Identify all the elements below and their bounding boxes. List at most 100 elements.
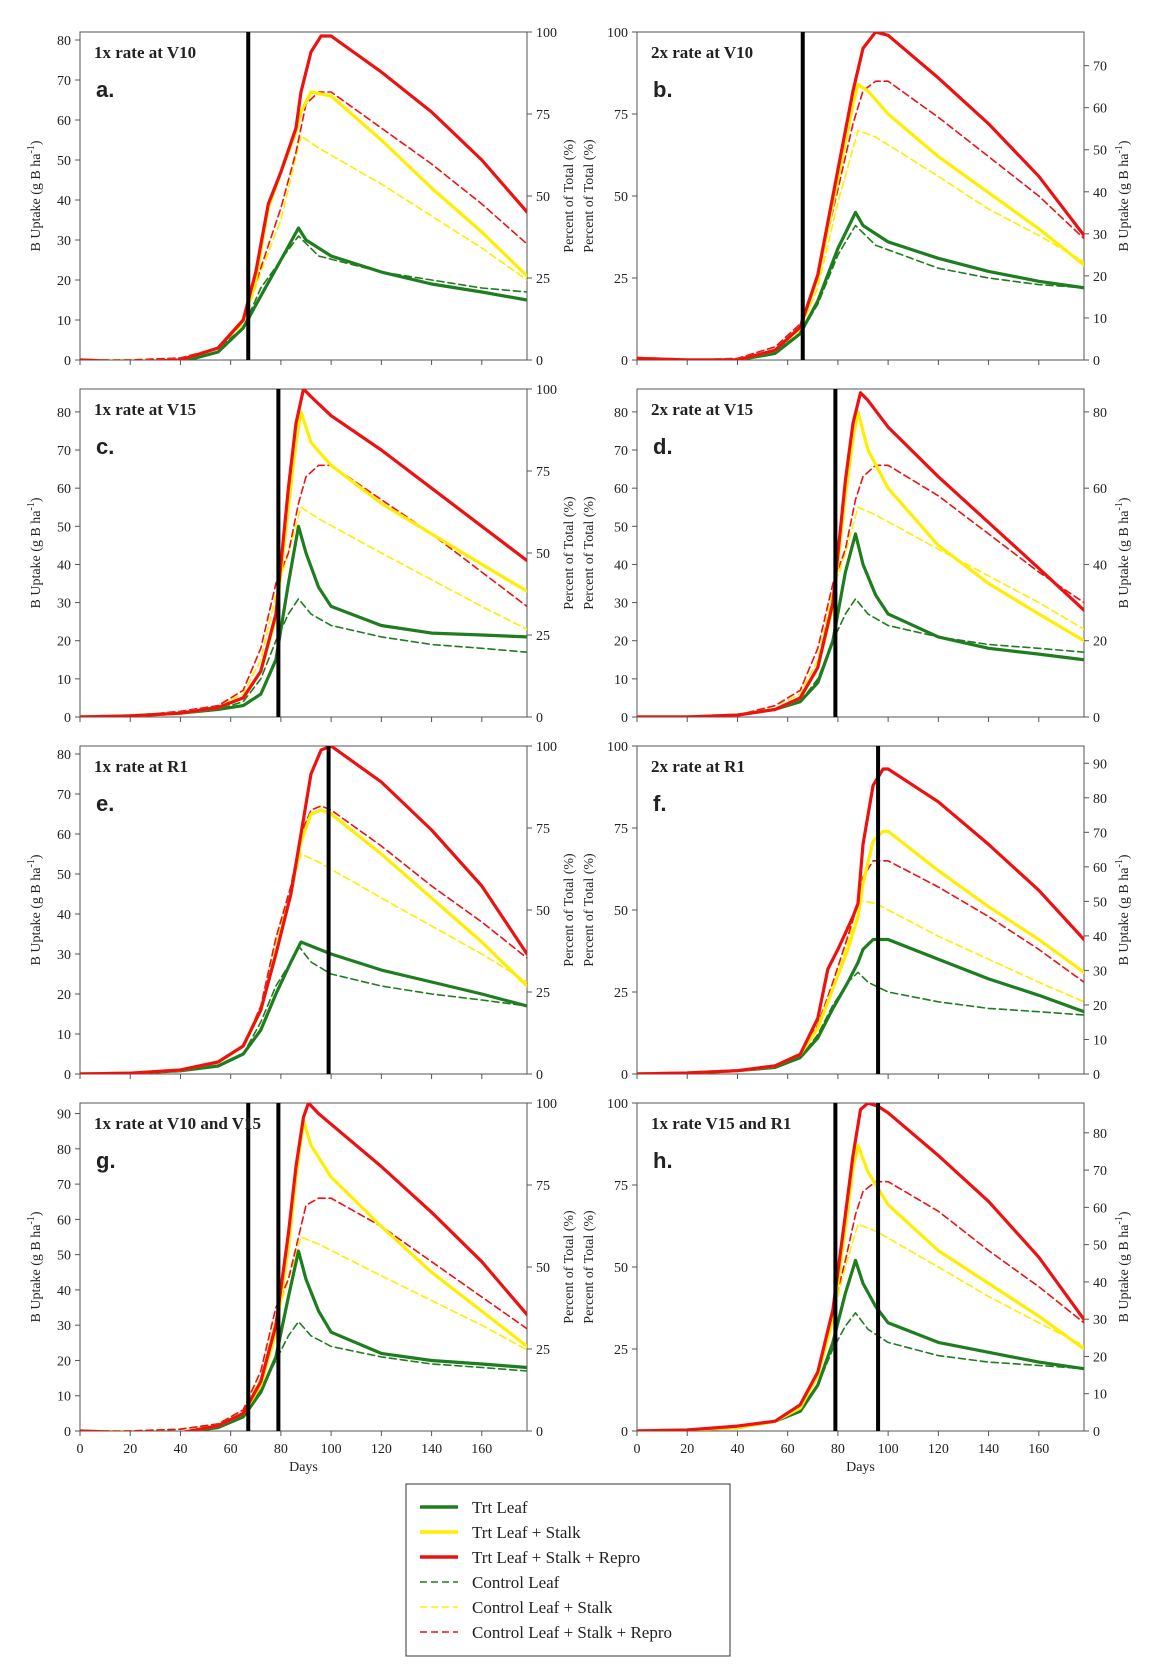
left-tick-label: 80 [57,748,71,763]
left-axis-label-close: ) [29,497,44,502]
series-line-trt-leaf-stalk [80,1119,527,1431]
series-line-trt-leaf [637,1258,1084,1431]
right-axis-label-superscript: -1 [1114,502,1125,510]
left-tick-label: 50 [57,1249,71,1264]
series-line-control-leaf-stalk [80,135,527,360]
panel-letter: b. [653,77,673,102]
left-tick-label: 40 [614,558,628,573]
x-tick-label: 20 [680,1442,694,1457]
left-axis-label: B Uptake (g B ha-1) [26,1211,44,1322]
left-tick-label: 80 [57,34,71,49]
right-tick-label: 75 [536,822,550,837]
left-tick-label: 50 [614,1261,628,1276]
left-tick-label: 10 [57,1028,71,1043]
panel-c: 0 10 20 30 40 50 60 70 80 0 25 50 75 100 B Uptake (g B… [26,383,577,726]
left-tick-label: 100 [607,740,628,755]
right-axis-label-text: B Uptake (g B ha [1117,867,1132,966]
right-tick-label: 30 [1093,964,1107,979]
panel-letter: d. [653,434,673,459]
x-tick-label: 100 [878,1442,899,1457]
x-axis-label: Days [289,1460,318,1475]
x-axis-label: Days [846,1460,875,1475]
right-tick-label: 10 [1093,312,1107,327]
left-tick-label: 40 [57,194,71,209]
right-tick-label: 50 [1093,1239,1107,1254]
left-tick-label: 30 [614,597,628,612]
left-axis-label-superscript: -1 [26,859,37,867]
right-tick-label: 75 [536,1179,550,1194]
series-line-trt-leaf-stalk [80,410,527,717]
right-tick-label: 0 [1093,1068,1100,1083]
series-line-trt-leaf [637,532,1084,717]
legend-item-trt-leaf: Trt Leaf [420,1498,528,1517]
series-line-trt-leaf [80,1249,527,1431]
panel-b: 0 25 50 75 100 0 10 20 30 40 50 60 70 Percent of Tota… [582,26,1132,369]
plot-frame [636,388,1085,718]
left-tick-label: 75 [614,1179,628,1194]
plot-frame [79,745,528,1075]
right-axis-label: Percent of Total (%) [562,853,577,967]
right-tick-label: 0 [536,1425,543,1440]
series-line-control-leaf-stalk-repro [80,1197,527,1431]
right-axis-label-text: B Uptake (g B ha [1117,510,1132,609]
right-tick-label: 70 [1093,1164,1107,1179]
right-tick-label: 60 [1093,482,1107,497]
right-axis-label-superscript: -1 [1114,859,1125,867]
right-tick-label: 60 [1093,861,1107,876]
right-tick-label: 40 [1093,186,1107,201]
legend-item-control-leaf: Control Leaf [420,1573,560,1592]
right-tick-label: 0 [536,711,543,726]
series-line-trt-leaf-stalk-repro [637,32,1084,360]
plot-area [637,391,1084,717]
left-axis-label-text: B Uptake (g B ha [29,867,44,966]
series-line-control-leaf [637,1312,1084,1431]
right-tick-label: 70 [1093,60,1107,75]
right-tick-label: 80 [1093,1127,1107,1142]
left-axis-label-text: Percent of Total (%) [582,853,597,967]
legend-label: Control Leaf + Stalk + Repro [472,1623,672,1642]
right-tick-label: 75 [536,108,550,123]
series-line-control-leaf [80,235,527,360]
left-axis-label: B Uptake (g B ha-1) [26,497,44,608]
right-tick-label: 25 [536,272,550,287]
left-tick-label: 25 [614,986,628,1001]
legend-label: Control Leaf [472,1573,560,1592]
right-axis-label-close: ) [1117,854,1132,859]
x-tick-label: 80 [831,1442,845,1457]
left-tick-label: 70 [57,1178,71,1193]
plot-frame [636,31,1085,361]
panel-a: 0 10 20 30 40 50 60 70 80 0 25 50 75 100 B Uptake (g B… [26,26,577,369]
series-line-control-leaf-stalk-repro [80,805,527,1074]
right-tick-label: 80 [1093,792,1107,807]
left-axis-label-superscript: -1 [26,1216,37,1224]
series-line-trt-leaf-stalk-repro [637,391,1084,717]
left-tick-label: 70 [57,788,71,803]
series-line-trt-leaf-stalk [637,410,1084,717]
legend-item-trt-leaf-stalk-repro: Trt Leaf + Stalk + Repro [420,1548,640,1567]
left-tick-label: 100 [607,26,628,41]
right-tick-label: 50 [1093,895,1107,910]
series-line-trt-leaf [637,210,1084,360]
panel-letter: g. [96,1148,116,1173]
left-tick-label: 50 [614,190,628,205]
left-tick-label: 20 [614,635,628,650]
left-tick-label: 70 [57,74,71,89]
left-axis-label-superscript: -1 [26,502,37,510]
legend-label: Control Leaf + Stalk [472,1598,613,1617]
left-tick-label: 30 [57,234,71,249]
series-line-control-leaf-stalk [637,129,1084,360]
right-axis-label-superscript: -1 [1114,145,1125,153]
left-tick-label: 0 [621,1068,628,1083]
series-line-control-leaf-stalk [637,1223,1084,1431]
legend: Trt Leaf Trt Leaf + Stalk Trt Leaf + Sta… [405,1483,731,1657]
legend-label: Trt Leaf [472,1498,528,1517]
left-tick-label: 20 [57,988,71,1003]
series-line-trt-leaf-stalk [637,1144,1084,1431]
left-tick-label: 0 [621,1425,628,1440]
right-axis-label: B Uptake (g B ha-1) [1114,497,1132,608]
right-axis-label-close: ) [1117,1211,1132,1216]
legend-item-control-leaf-stalk-repro: Control Leaf + Stalk + Repro [420,1623,672,1642]
series-line-control-leaf-stalk-repro [80,464,527,717]
